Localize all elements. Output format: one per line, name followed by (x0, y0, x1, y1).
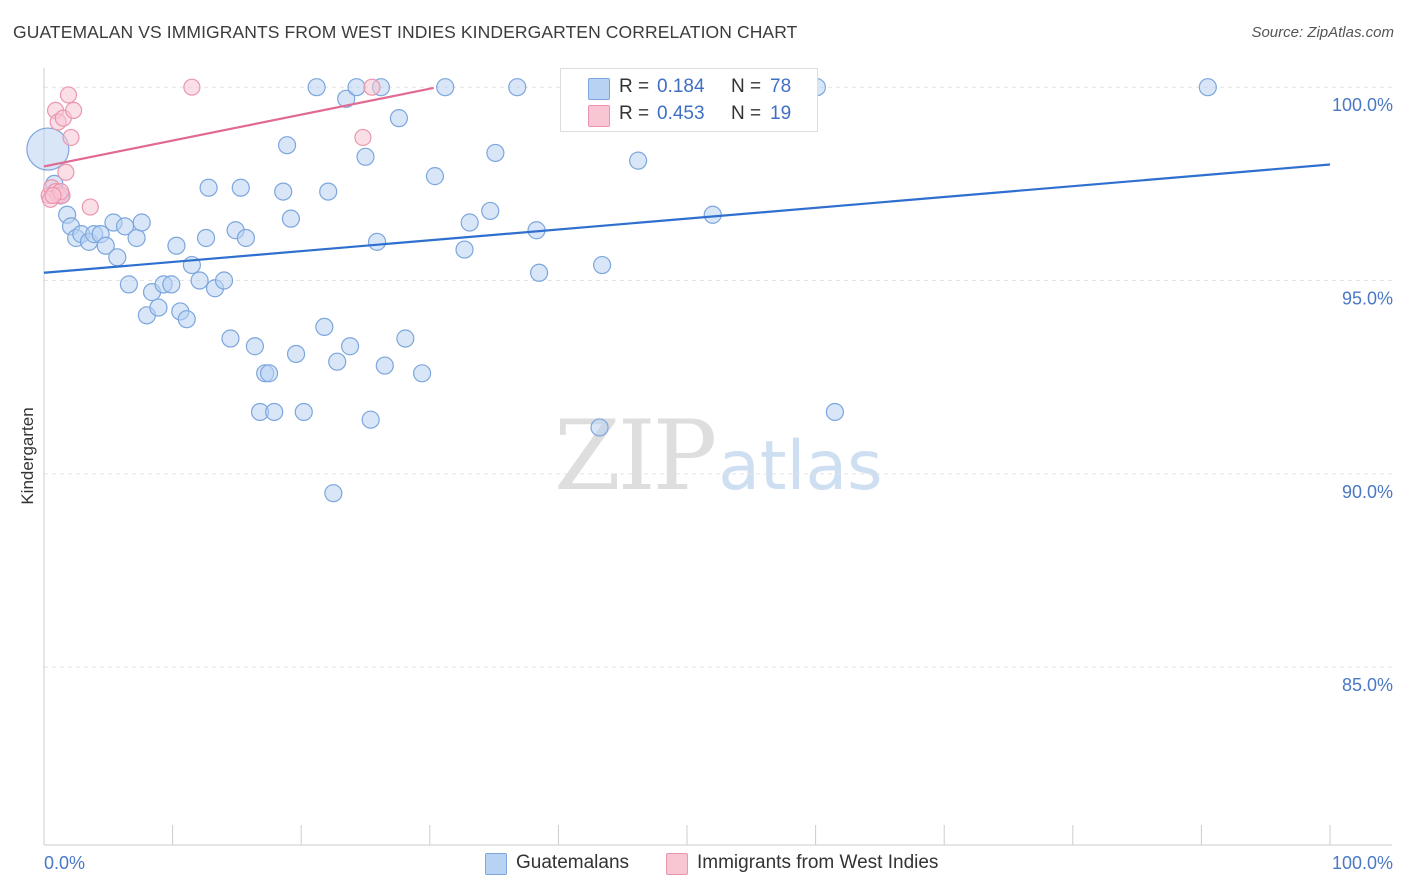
guatemalans-point (340, 337, 360, 356)
legend-item-west-indies[interactable]: Immigrants from West Indies (666, 850, 966, 878)
guatemalans-point (1198, 78, 1217, 97)
y-tick-label: 95.0% (1342, 289, 1393, 309)
legend-label-west-indies: Immigrants from West Indies (697, 852, 939, 873)
guatemalans-point (190, 271, 209, 290)
guatemalans-point (315, 317, 334, 337)
trend-lines (43, 86, 1331, 274)
r-label: R = (619, 76, 650, 97)
west-indies-point (62, 128, 80, 147)
guatemalans-point (425, 167, 445, 186)
guatemalans-point (132, 213, 151, 232)
y-tick-label: 90.0% (1342, 482, 1393, 502)
guatemalans-trend-line (43, 163, 1331, 274)
guatemalans-point (245, 337, 265, 356)
r-value: 0.453 (657, 103, 705, 124)
guatemalans-point (167, 236, 186, 255)
x-tick-label: 0.0% (44, 853, 85, 873)
west-indies-point (81, 198, 99, 216)
guatemalans-point (96, 236, 115, 255)
n-value: 78 (770, 76, 792, 97)
legend-swatch-pink (666, 853, 688, 875)
guatemalans-point (436, 78, 455, 97)
guatemalans-point (196, 228, 216, 248)
west-indies-points (40, 78, 381, 216)
guatemalans-points (26, 78, 1217, 503)
guatemalans-point (508, 78, 527, 97)
guatemalans-point (530, 263, 549, 282)
guatemalans-point (375, 356, 394, 375)
guatemalans-point (26, 127, 70, 171)
guatemalans-point (177, 310, 196, 329)
guatemalans-point (361, 410, 380, 429)
stats-row-guatemalans: R = 0.184 N = 78 (561, 76, 817, 102)
guatemalans-point (629, 151, 648, 170)
r-value: 0.184 (657, 76, 705, 97)
guatemalans-point (389, 109, 409, 128)
grid-lines (44, 86, 1392, 668)
west-indies-point (363, 78, 381, 96)
n-label: N = (731, 103, 762, 124)
y-tick-label: 85.0% (1342, 675, 1393, 695)
guatemalans-point (319, 182, 338, 201)
guatemalans-point (324, 484, 343, 503)
guatemalans-point (149, 298, 168, 317)
west-indies-point (64, 101, 83, 119)
guatemalans-point (265, 402, 284, 422)
guatemalans-point (590, 418, 609, 437)
guatemalans-point (703, 205, 722, 224)
guatemalans-point (231, 178, 250, 197)
guatemalans-point (328, 352, 347, 371)
guatemalans-point (347, 78, 366, 97)
guatemalans-point (199, 178, 218, 197)
guatemalans-point (307, 78, 326, 97)
guatemalans-point (274, 182, 293, 201)
guatemalans-point (486, 143, 505, 163)
guatemalans-point (294, 402, 313, 422)
n-label: N = (731, 76, 762, 97)
guatemalans-point (162, 275, 181, 294)
chart-title: GUATEMALAN VS IMMIGRANTS FROM WEST INDIE… (13, 22, 798, 42)
legend-label-guatemalans: Guatemalans (516, 852, 630, 873)
stats-row-west-indies: R = 0.453 N = 19 (561, 103, 817, 129)
guatemalans-point (367, 232, 387, 251)
west-indies-point (59, 86, 78, 104)
guatemalans-point (119, 275, 138, 294)
guatemalans-point (277, 136, 297, 155)
west-indies-point (183, 78, 201, 96)
guatemalans-point (593, 255, 612, 275)
guatemalans-point (396, 329, 415, 348)
n-value: 19 (770, 103, 792, 124)
west-indies-trend-line (43, 86, 434, 168)
guatemalans-point (236, 228, 256, 248)
legend-swatch-blue (485, 853, 507, 875)
guatemalans-point (127, 228, 146, 248)
guatemalans-swatch (588, 78, 610, 100)
guatemalans-point (412, 364, 432, 383)
guatemalans-point (356, 147, 375, 166)
guatemalans-point (281, 209, 301, 228)
y-tick-label: 100.0% (1332, 95, 1393, 115)
x-tick-label: 100.0% (1332, 853, 1393, 873)
guatemalans-point (214, 271, 234, 290)
source-credit: Source: ZipAtlas.com (1251, 24, 1394, 41)
guatemalans-point (286, 344, 306, 364)
guatemalans-point (337, 89, 356, 108)
guatemalans-point (221, 329, 240, 348)
r-label: R = (619, 103, 650, 124)
legend-item-guatemalans[interactable]: Guatemalans (485, 850, 645, 878)
tick-labels: 100.0% 95.0% 90.0% 85.0% 0.0% 100.0% (44, 95, 1393, 873)
guatemalans-point (825, 402, 844, 422)
guatemalans-point (460, 213, 479, 232)
guatemalans-point (455, 240, 474, 259)
guatemalans-point (259, 364, 279, 383)
west-indies-point (354, 128, 372, 147)
west-indies-swatch (588, 105, 610, 127)
guatemalans-point (108, 248, 127, 267)
guatemalans-point (481, 201, 500, 221)
west-indies-point (57, 163, 75, 181)
stats-box: R = 0.184 N = 78 R = 0.453 N = 19 (560, 68, 818, 132)
west-indies-point (44, 186, 62, 205)
